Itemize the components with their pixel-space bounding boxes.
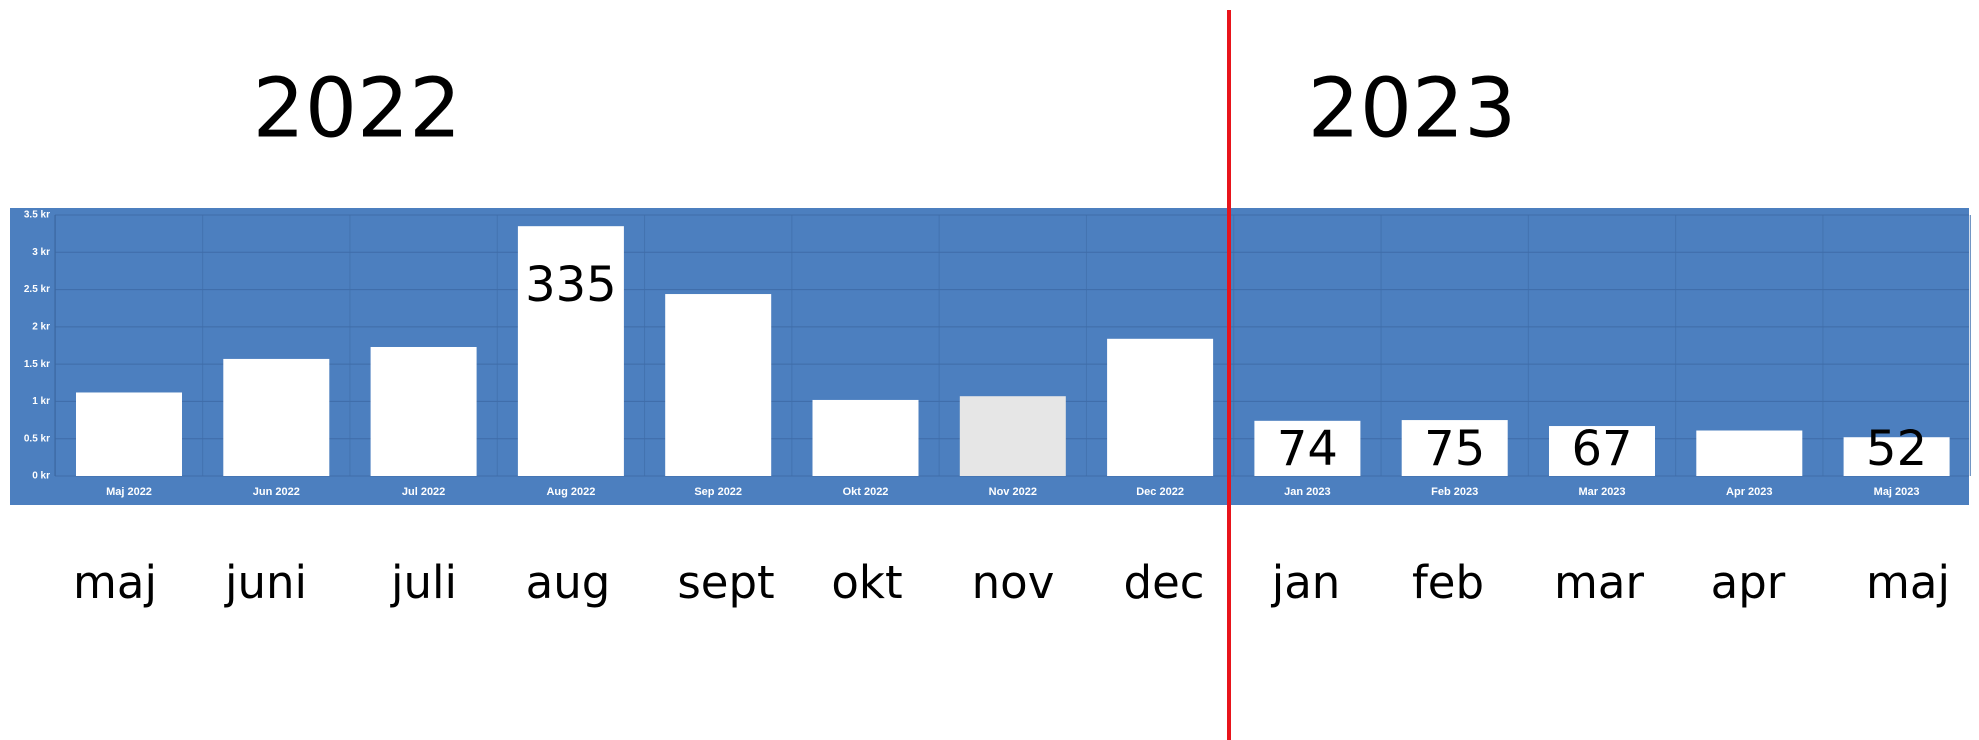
value-label: 67: [1571, 421, 1632, 477]
bar: [1107, 338, 1214, 476]
year-label: 2023: [1308, 61, 1517, 156]
x-tick-label: Nov 2022: [989, 486, 1037, 498]
month-label: okt: [831, 556, 902, 609]
y-tick-label: 3.5 kr: [24, 210, 50, 221]
x-tick-label: Maj 2022: [106, 486, 152, 498]
y-tick-label: 0 kr: [32, 471, 50, 482]
y-tick-label: 3 kr: [32, 247, 50, 258]
month-label: jan: [1271, 556, 1341, 609]
bar: [76, 392, 182, 476]
month-label: aug: [526, 556, 611, 609]
x-tick-label: Aug 2022: [546, 486, 595, 498]
bar: [1696, 430, 1803, 476]
bar: [959, 396, 1066, 476]
x-tick-label: Jan 2023: [1284, 486, 1330, 498]
y-tick-label: 2.5 kr: [24, 284, 50, 295]
bar: [223, 358, 330, 476]
x-tick-label: Jul 2022: [402, 486, 445, 498]
x-tick-label: Maj 2023: [1874, 486, 1920, 498]
x-tick-label: Okt 2022: [843, 486, 889, 498]
month-label: sept: [677, 556, 774, 609]
bar: [812, 399, 919, 476]
x-tick-label: Jun 2022: [253, 486, 300, 498]
value-label: 335: [525, 257, 617, 313]
month-label: juni: [224, 556, 307, 609]
x-tick-label: Mar 2023: [1578, 486, 1625, 498]
bar: [370, 346, 477, 476]
value-label: 74: [1277, 421, 1338, 477]
value-label: 75: [1424, 421, 1485, 477]
bar: [665, 294, 772, 476]
x-tick-label: Dec 2022: [1136, 486, 1184, 498]
year-label: 2022: [253, 61, 462, 156]
month-label: dec: [1124, 556, 1205, 609]
bar: [1549, 426, 1655, 476]
y-tick-label: 1 kr: [32, 396, 50, 407]
value-label: 52: [1866, 421, 1927, 477]
x-tick-label: Feb 2023: [1431, 486, 1478, 498]
month-label: maj: [73, 556, 157, 609]
bar: [517, 226, 624, 476]
month-label: apr: [1711, 556, 1786, 609]
y-tick-label: 0.5 kr: [24, 433, 50, 444]
month-label: juli: [390, 556, 457, 609]
month-label: nov: [972, 556, 1055, 609]
x-tick-label: Sep 2022: [694, 486, 742, 498]
bar: [1254, 420, 1361, 476]
bar: [1401, 420, 1508, 476]
bar: [1843, 437, 1950, 476]
y-tick-label: 1.5 kr: [24, 359, 50, 370]
y-tick-label: 2 kr: [32, 321, 50, 332]
month-label: mar: [1554, 556, 1644, 609]
month-label: feb: [1412, 556, 1484, 609]
x-tick-label: Apr 2023: [1726, 486, 1772, 498]
month-label: maj: [1866, 556, 1950, 609]
